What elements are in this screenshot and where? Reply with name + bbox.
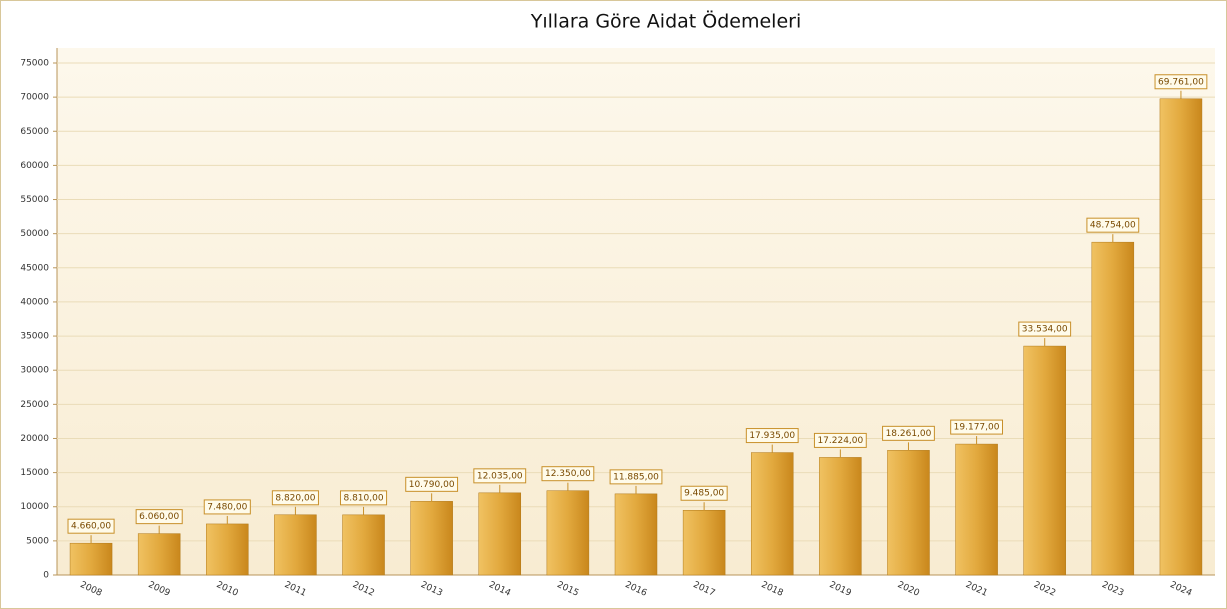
value-label-box [67,518,115,534]
value-label: 12.350,00 [545,469,591,479]
y-tick-label: 30000 [20,366,49,376]
value-label: 6.060,00 [139,512,179,522]
y-tick-label: 50000 [20,229,49,239]
y-tick-label: 5000 [26,536,49,546]
chart-title: Yıllara Göre Aidat Ödemeleri [530,10,801,33]
value-label-box [405,476,459,492]
value-label: 10.790,00 [409,480,455,490]
y-tick-label: 25000 [20,400,49,410]
y-tick-label: 20000 [20,434,49,444]
bar [1159,98,1203,576]
value-label-box [1086,217,1140,233]
value-label: 9.485,00 [684,489,724,499]
bar [206,523,249,576]
bar [546,490,590,576]
value-label: 18.261,00 [886,429,932,439]
value-label: 8.820,00 [275,493,315,503]
value-label-box [745,428,799,444]
bar [410,501,453,576]
y-tick-label: 0 [43,571,49,581]
value-label-box [473,468,527,484]
bar [1023,345,1066,576]
bar [819,457,862,576]
value-label-box [882,425,935,441]
value-label-box [339,490,388,506]
value-label-box [203,499,251,515]
y-tick-label: 40000 [20,297,49,307]
y-tick-label: 15000 [20,468,49,478]
value-label-box [609,469,663,485]
y-tick-label: 60000 [20,161,49,171]
value-label: 48.754,00 [1090,221,1136,231]
value-label-box [680,485,728,501]
value-label: 33.534,00 [1022,325,1068,335]
value-label: 8.810,00 [343,493,383,503]
value-label: 17.935,00 [749,431,795,441]
bar [682,509,726,576]
bar [274,514,317,576]
bar [478,492,522,576]
value-label-box [813,432,867,448]
value-label: 4.660,00 [71,522,111,532]
y-tick-label: 10000 [20,502,49,512]
bar [137,533,181,576]
value-label: 7.480,00 [207,502,247,512]
bar [955,443,998,576]
y-tick-label: 35000 [20,332,49,342]
value-label-box [541,466,595,482]
value-label: 12.035,00 [477,471,523,481]
value-label-box [1154,74,1208,90]
y-tick-label: 55000 [20,195,49,205]
bar [750,452,794,576]
bar [887,450,930,576]
value-label-box [1018,321,1072,337]
y-tick-label: 75000 [20,59,49,69]
value-label-box [135,509,183,525]
bar [1091,241,1135,576]
y-tick-label: 65000 [20,127,49,137]
value-label: 69.761,00 [1158,77,1204,87]
value-label: 17.224,00 [817,436,863,446]
value-label: 19.177,00 [954,423,1000,433]
y-tick-label: 45000 [20,263,49,273]
bar [69,542,113,576]
value-label-box [950,419,1003,435]
y-tick-label: 70000 [20,93,49,103]
value-label: 11.885,00 [613,472,659,482]
value-label-box [271,490,319,506]
bar [614,493,658,576]
bar [342,514,385,576]
